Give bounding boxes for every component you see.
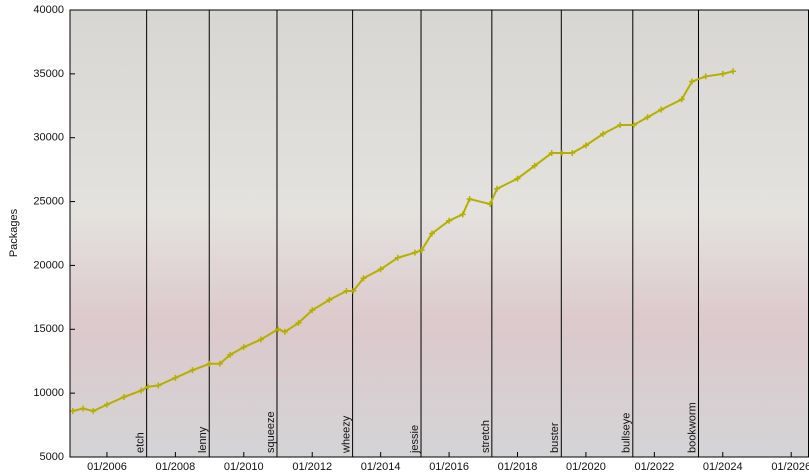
x-tick-label: 01/2022 <box>634 461 674 473</box>
x-tick-label: 01/2020 <box>566 461 606 473</box>
page: {"chart_data": {"type": "line", "y_label… <box>0 0 809 474</box>
x-tick-label: 01/2026 <box>771 461 809 473</box>
x-tick-label: 01/2016 <box>429 461 469 473</box>
release-label: buster <box>549 422 561 453</box>
release-label: bullseye <box>621 413 633 453</box>
y-tick-label: 35000 <box>33 68 64 80</box>
x-tick-label: 01/2010 <box>224 461 264 473</box>
release-label: wheezy <box>341 415 353 454</box>
x-tick-label: 01/2024 <box>703 461 743 473</box>
y-tick-label: 5000 <box>40 451 64 463</box>
y-axis-label: Packages <box>8 208 20 257</box>
x-tick-label: 01/2018 <box>498 461 538 473</box>
x-tick-label: 01/2012 <box>292 461 332 473</box>
release-label: lenny <box>197 426 209 453</box>
release-label: bookworm <box>686 402 698 453</box>
y-tick-label: 10000 <box>33 387 64 399</box>
x-tick-label: 01/2014 <box>361 461 401 473</box>
y-tick-label: 20000 <box>33 259 64 271</box>
chart: Packages 5000 10000 15000 20000 25000 30000 35… <box>0 0 809 474</box>
y-tick-label: 15000 <box>33 323 64 335</box>
y-tick-label: 25000 <box>33 195 64 207</box>
release-label: squeeze <box>265 411 277 453</box>
x-tick-label: 01/2008 <box>155 461 195 473</box>
y-tick-label: 40000 <box>33 4 64 16</box>
x-tick-label: 01/2006 <box>87 461 127 473</box>
y-tick-label: 30000 <box>33 132 64 144</box>
release-label: etch <box>135 432 147 453</box>
release-label: jessie <box>409 425 421 454</box>
release-label: stretch <box>480 420 492 453</box>
